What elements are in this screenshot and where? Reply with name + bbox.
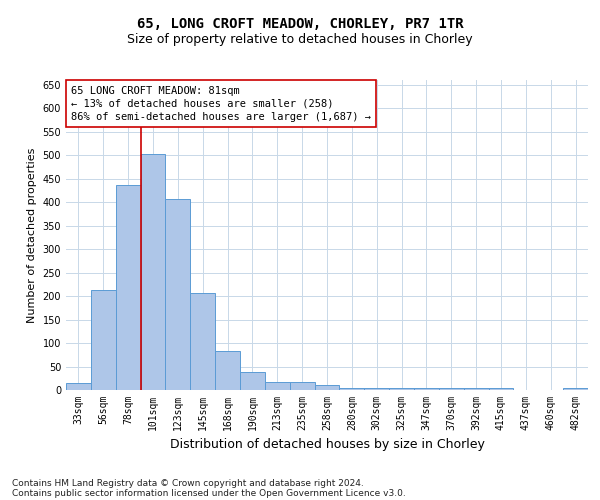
Bar (166, 199, 190, 390)
Bar (116, 184, 140, 390)
Text: Contains HM Land Registry data © Crown copyright and database right 2024.: Contains HM Land Registry data © Crown c… (12, 478, 364, 488)
Bar (290, 382, 314, 390)
Bar (488, 388, 514, 390)
Bar (464, 388, 488, 390)
Y-axis label: Number of detached properties: Number of detached properties (27, 148, 37, 322)
Text: 65, LONG CROFT MEADOW, CHORLEY, PR7 1TR: 65, LONG CROFT MEADOW, CHORLEY, PR7 1TR (137, 18, 463, 32)
Text: Size of property relative to detached houses in Chorley: Size of property relative to detached ho… (127, 32, 473, 46)
Bar (215, 350, 240, 390)
Bar (190, 293, 215, 390)
Bar (389, 388, 414, 390)
Text: Contains public sector information licensed under the Open Government Licence v3: Contains public sector information licen… (12, 488, 406, 498)
Bar (364, 388, 389, 390)
Bar (414, 388, 439, 390)
Bar (439, 388, 464, 390)
Bar (240, 372, 265, 390)
Bar (314, 386, 340, 390)
Bar (265, 382, 290, 390)
X-axis label: Distribution of detached houses by size in Chorley: Distribution of detached houses by size … (170, 438, 484, 452)
Bar (340, 388, 364, 390)
Bar (91, 290, 116, 390)
Bar (66, 383, 91, 390)
Bar (140, 154, 166, 390)
Text: 65 LONG CROFT MEADOW: 81sqm
← 13% of detached houses are smaller (258)
86% of se: 65 LONG CROFT MEADOW: 81sqm ← 13% of det… (71, 86, 371, 122)
Bar (563, 388, 588, 390)
